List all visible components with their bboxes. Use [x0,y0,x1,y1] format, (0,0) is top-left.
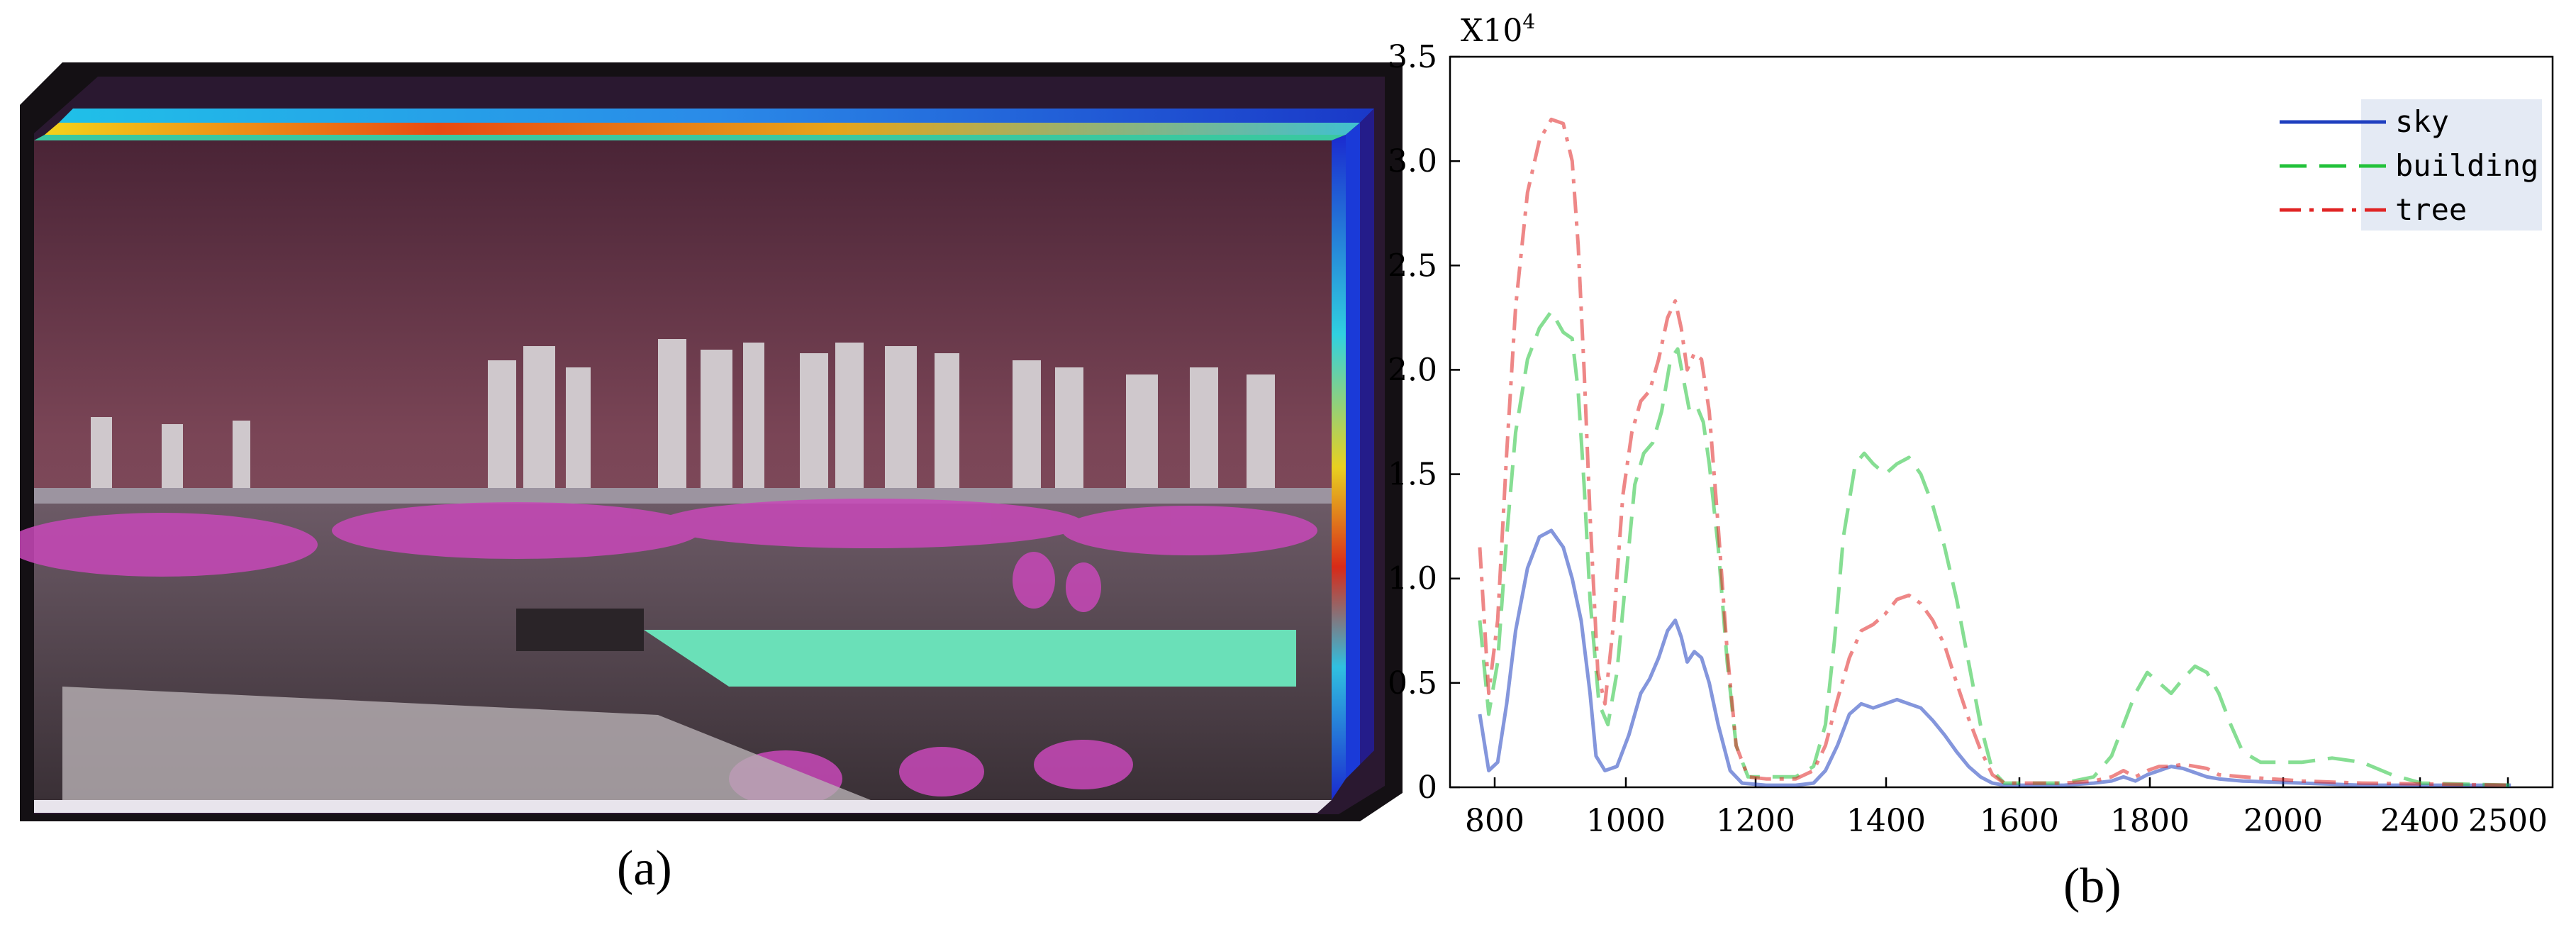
x-tick-label: 2000 [2243,803,2323,839]
y-tick-label: 3.0 [1388,143,1437,179]
legend-box [2361,99,2542,231]
x-tick-label: 2400 [2380,803,2460,839]
caption-b: (b) [2063,859,2121,914]
y-tick-label: 0 [1417,770,1437,806]
legend-label-building: building [2395,148,2538,183]
legend-label-sky: sky [2395,104,2449,139]
y-tick-label: 3.5 [1388,39,1437,75]
legend-label-tree: tree [2395,192,2467,227]
x-tick-label: 1200 [1716,803,1795,839]
y-tick-label: 2.5 [1388,248,1437,284]
x-tick-label: 1400 [1846,803,1926,839]
x-tick-label: 800 [1465,803,1524,839]
x-tick-label: 1000 [1586,803,1666,839]
series-line-tree [1478,117,2511,787]
y-tick-label: 0.5 [1388,665,1437,701]
y-multiplier-label: X104 [1461,10,1535,49]
caption-a: (a) [617,841,672,896]
x-tick-label: 1600 [1980,803,2059,839]
hyperspectral-cube-image [20,62,1403,821]
series-line-building [1478,309,2511,787]
plot-frame [1449,55,2554,789]
x-tick-label: 2500 [2468,803,2548,839]
y-tick-label: 2.0 [1388,352,1437,388]
series-line-sky [1478,528,2511,787]
x-tick-label: 1800 [2110,803,2190,839]
y-tick-label: 1.5 [1388,457,1437,493]
y-tick-label: 1.0 [1388,561,1437,597]
